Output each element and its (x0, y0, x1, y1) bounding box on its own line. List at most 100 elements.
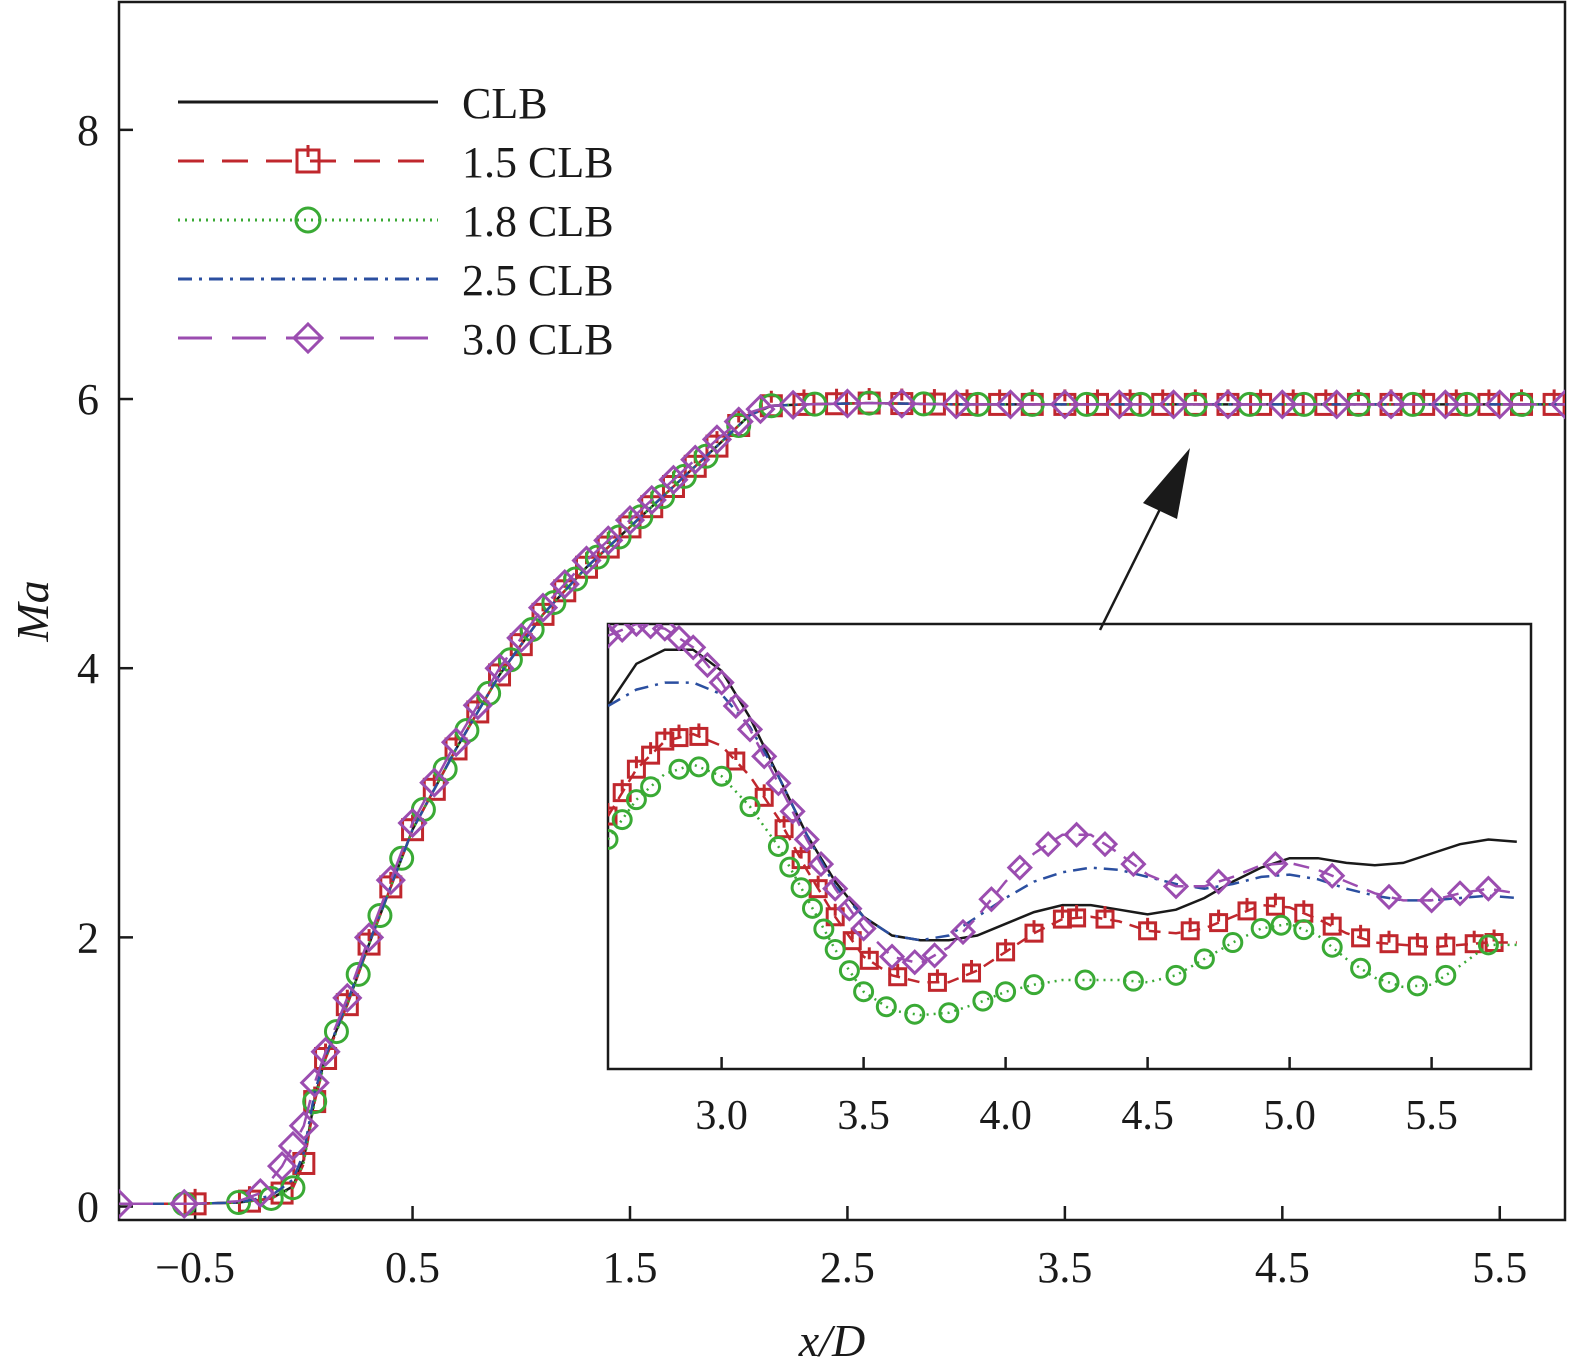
marker-3-0-clb (886, 388, 917, 419)
inset-marker-1-8-clb (1406, 975, 1428, 997)
legend-item-1-8-clb: 1.8 CLB (178, 197, 614, 246)
inset-marker-3-0-clb (1475, 875, 1502, 902)
marker-3-0-clb (549, 568, 580, 600)
inset-marker-1-8-clb (972, 990, 994, 1012)
x-tick-label: 3.5 (1037, 1243, 1092, 1292)
inset-marker-1-8-clb (1321, 936, 1343, 958)
legend: CLB 1.5 CLB 1.8 CLB 2.5 CLB 3.0 CLB (178, 79, 614, 364)
inset-marker-3-0-clb (736, 716, 764, 743)
marker-3-0-clb (614, 505, 646, 536)
inset-marker-3-0-clb (651, 624, 678, 642)
inset-marker-3-0-clb (1006, 854, 1033, 881)
marker-1-8-clb (650, 484, 676, 510)
marker-3-0-clb (571, 545, 602, 576)
marker-3-0-clb (375, 865, 406, 896)
marker-3-0-clb (1549, 389, 1565, 420)
marker-3-0-clb (995, 389, 1026, 420)
inset-x-tick-label: 4.0 (979, 1093, 1032, 1139)
marker-3-0-clb (397, 807, 428, 839)
inset-marker-3-0-clb (1375, 883, 1403, 910)
inset-marker-3-0-clb (1205, 868, 1232, 895)
inset-marker-3-0-clb (722, 692, 749, 720)
inset-x-tick-label: 3.5 (837, 1093, 890, 1139)
legend-item-2-5-clb: 2.5 CLB (178, 256, 614, 305)
inset-marker-1-8-clb (1378, 971, 1400, 993)
inset-marker-3-0-clb (807, 850, 835, 878)
legend-item-1-5-clb: 1.5 CLB (178, 138, 614, 187)
inset-marker-1-8-clb (640, 776, 662, 798)
inset-x-tick-label: 5.5 (1405, 1093, 1458, 1139)
inset-marker-3-0-clb (1091, 831, 1119, 858)
marker-3-0-clb (777, 389, 809, 420)
marker-3-0-clb (332, 982, 363, 1014)
x-axis-label: x/D (798, 1315, 865, 1366)
inset-series-line-3-0-clb (608, 624, 1517, 965)
inset-marker-1-8-clb (904, 1003, 926, 1025)
marker-3-0-clb (119, 1188, 135, 1219)
marker-3-0-clb (1049, 389, 1081, 420)
inset-marker-1-8-clb (1165, 964, 1187, 986)
marker-3-0-clb (832, 388, 863, 419)
inset-marker-3-0-clb (836, 895, 863, 922)
marker-3-0-clb (299, 1067, 330, 1098)
marker-3-0-clb (506, 622, 537, 654)
marker-3-0-clb (1158, 389, 1189, 420)
inset-plot: 3.0 3.5 4.0 4.5 5.0 5.5 (606, 448, 1533, 1139)
inset-marker-1-8-clb (1250, 917, 1272, 939)
inset-marker-1-8-clb (711, 765, 733, 787)
marker-3-0-clb (1321, 389, 1352, 420)
inset-marker-1-8-clb (813, 918, 835, 940)
marker-3-0-clb (266, 1151, 298, 1182)
x-tick-label: 4.5 (1255, 1243, 1310, 1292)
inset-marker-3-0-clb (751, 743, 778, 770)
inset-marker-3-0-clb (878, 943, 906, 970)
inset-marker-1-8-clb (625, 789, 647, 811)
inset-marker-3-0-clb (949, 918, 977, 946)
marker-1-8-clb (367, 903, 393, 928)
inset-marker-1-8-clb (938, 1002, 960, 1024)
zoom-arrow (1098, 448, 1190, 631)
inset-frame (606, 622, 1533, 1071)
x-tick-label: 2.5 (820, 1243, 875, 1292)
legend-label: 3.0 CLB (462, 315, 614, 364)
marker-3-0-clb (277, 1130, 309, 1162)
inset-marker-1-8-clb (767, 836, 789, 857)
inset-marker-3-0-clb (1162, 873, 1190, 900)
y-axis-label: Ma (7, 580, 58, 642)
inset-marker-1-8-clb (608, 828, 619, 850)
inset-marker-1-8-clb (1074, 969, 1096, 991)
inset-series-1-8-clb (608, 756, 1517, 1025)
marker-3-0-clb (169, 1188, 200, 1219)
legend-label: CLB (462, 79, 548, 128)
legend-label: 1.5 CLB (462, 138, 614, 187)
series-line-3-0-clb (119, 401, 1565, 1206)
marker-1-8-clb (258, 1185, 284, 1211)
marker-3-0-clb (419, 767, 450, 798)
inset-marker-1-5-clb (608, 806, 618, 826)
main-plot-area: −0.5 0.5 1.5 2.5 3.5 4.5 5.5 0 2 4 6 8 x/D Ma (7, 0, 1567, 1366)
marker-1-8-clb (345, 961, 371, 987)
inset-marker-1-8-clb (1193, 948, 1215, 970)
inset-marker-1-8-clb (853, 981, 875, 1003)
inset-series-line-1-5-clb (608, 732, 1517, 984)
legend-label: 1.8 CLB (462, 197, 614, 246)
inset-marker-1-8-clb (1122, 970, 1144, 992)
marker-3-0-clb (593, 525, 624, 556)
marker-3-0-clb (745, 394, 776, 425)
inset-marker-1-8-clb (801, 897, 823, 919)
marker-3-0-clb (680, 444, 711, 475)
x-tick-label: −0.5 (155, 1243, 235, 1292)
inset-marker-3-0-clb (901, 949, 928, 976)
inset-series-3-0-clb (608, 624, 1517, 976)
inset-marker-3-0-clb (1446, 880, 1474, 907)
marker-3-0-clb (310, 1036, 341, 1067)
inset-marker-1-8-clb (875, 996, 897, 1018)
inset-marker-1-8-clb (995, 981, 1017, 1003)
y-tick-label: 2 (77, 913, 99, 962)
legend-item-3-0-clb: 3.0 CLB (178, 315, 614, 364)
marker-1-8-clb (302, 1089, 328, 1115)
x-tick-label: 0.5 (385, 1243, 440, 1292)
series-line-2-5-clb (119, 401, 1565, 1206)
inset-marker-1-8-clb (688, 756, 710, 778)
